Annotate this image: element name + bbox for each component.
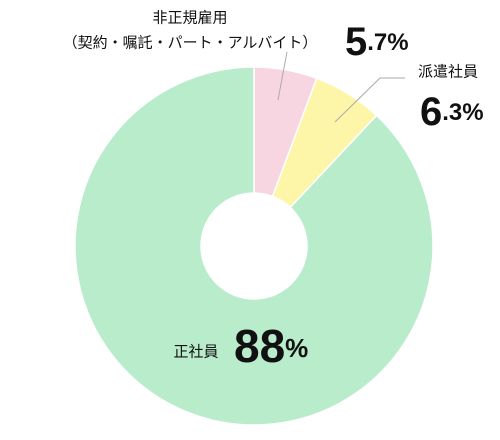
value-label: 88% <box>234 320 308 372</box>
value-label: 6.3% <box>420 90 484 134</box>
leader-line <box>334 77 381 123</box>
leader-line <box>277 51 288 101</box>
category-label: 派遣社員 <box>418 63 478 81</box>
value-label: 5.7% <box>345 20 409 64</box>
category-label: （契約・嘱託・パート・アルバイト） <box>63 34 318 52</box>
category-label: 非正規雇用 <box>152 9 227 27</box>
donut-slice <box>74 66 434 426</box>
category-label: 正社員 <box>173 343 218 361</box>
